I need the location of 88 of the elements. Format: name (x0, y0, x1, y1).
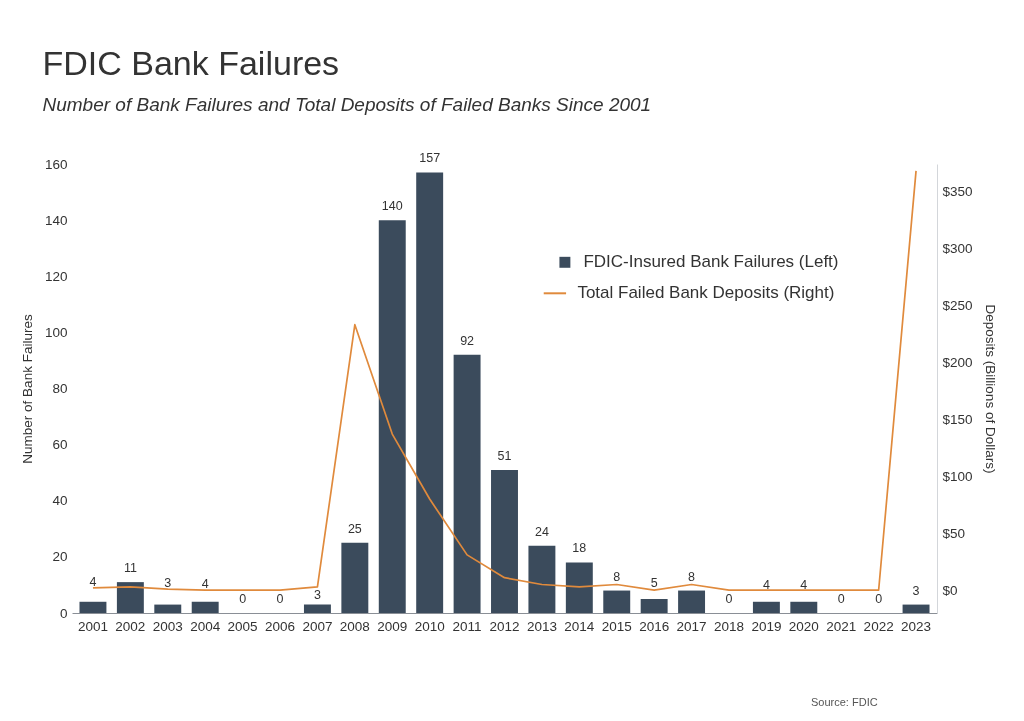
data-label: 0 (239, 592, 247, 606)
data-label: 5 (650, 575, 658, 590)
data-label: 4 (762, 577, 770, 592)
y-tick-label: 120 (44, 268, 68, 284)
x-tick-label: 2012 (489, 618, 520, 634)
y-tick-label: 160 (44, 156, 68, 172)
data-label: 3 (164, 575, 172, 590)
y2-tick-label: $350 (942, 183, 973, 199)
bar (341, 542, 369, 613)
x-tick-label: 2005 (227, 618, 258, 634)
bar (528, 545, 556, 613)
x-tick-label: 2023 (901, 618, 932, 634)
y-axis-title: Number of Bank Failures (19, 314, 35, 464)
data-label: 4 (201, 576, 209, 591)
data-label: 92 (460, 333, 475, 348)
bar (79, 601, 107, 613)
legend-label: Total Failed Bank Deposits (Right) (577, 283, 835, 303)
y-tick-label: 0 (59, 605, 68, 621)
x-tick-label: 2009 (377, 618, 408, 634)
bar (453, 354, 481, 613)
y2-tick-label: $100 (942, 468, 973, 484)
bar (565, 562, 593, 613)
bar (154, 604, 182, 613)
y-tick-label: 40 (52, 493, 68, 509)
x-tick-label: 2002 (115, 618, 146, 634)
bar (640, 598, 668, 613)
x-tick-label: 2020 (788, 618, 819, 634)
legend-label: FDIC-Insured Bank Failures (Left) (583, 252, 839, 272)
data-label: 0 (276, 592, 284, 606)
x-tick-label: 2016 (639, 618, 670, 634)
x-tick-label: 2001 (77, 618, 108, 634)
chart-subtitle: Number of Bank Failures and Total Deposits of Failed Banks Since 2001 (42, 94, 652, 116)
bar (116, 582, 144, 613)
x-tick-label: 2018 (713, 618, 744, 634)
data-label: 157 (419, 151, 441, 166)
x-tick-label: 2022 (863, 618, 894, 634)
bar (491, 469, 518, 613)
y2-tick-label: $0 (942, 582, 958, 598)
bar (678, 590, 706, 613)
source-note: Source: FDIC (811, 696, 878, 708)
x-tick-label: 2006 (265, 618, 296, 634)
y-tick-label: 100 (44, 324, 68, 340)
data-label: 8 (688, 569, 696, 584)
x-tick-label: 2011 (452, 618, 482, 634)
bar (902, 604, 930, 613)
y-tick-label: 140 (44, 212, 68, 228)
x-tick-label: 2008 (339, 618, 370, 634)
y-tick-label: 60 (52, 437, 68, 453)
x-tick-label: 2013 (526, 618, 557, 634)
y2-axis-title: Deposits (Billions of Dollars) (982, 304, 998, 474)
x-tick-label: 2014 (564, 618, 595, 634)
x-tick-label: 2003 (152, 618, 183, 634)
x-tick-label: 2015 (601, 618, 632, 634)
data-label: 0 (875, 592, 883, 606)
data-label: 8 (613, 569, 621, 584)
bar (303, 604, 331, 613)
data-label: 25 (347, 521, 362, 536)
y2-tick-label: $200 (942, 354, 973, 370)
data-label: 51 (497, 448, 512, 463)
data-label: 0 (725, 592, 733, 606)
y2-tick-label: $300 (942, 240, 973, 256)
data-label: 11 (123, 561, 137, 576)
x-tick-label: 2007 (302, 618, 333, 634)
data-label: 4 (89, 574, 97, 589)
data-label: 0 (837, 592, 845, 606)
bar (752, 601, 780, 613)
x-tick-label: 2021 (826, 618, 857, 634)
data-label: 4 (800, 577, 808, 592)
x-tick-label: 2010 (414, 618, 445, 634)
y-tick-label: 20 (52, 549, 68, 565)
x-tick-label: 2017 (676, 618, 707, 634)
data-label: 3 (313, 587, 321, 602)
y2-tick-label: $50 (942, 525, 966, 541)
bar (790, 601, 818, 613)
y-tick-label: 80 (52, 381, 68, 396)
bar (191, 601, 219, 613)
data-label: 140 (381, 199, 403, 214)
x-tick-label: 2004 (190, 618, 221, 634)
y2-tick-label: $150 (942, 411, 973, 427)
y2-tick-label: $250 (942, 297, 973, 313)
bar (416, 172, 444, 613)
data-label: 18 (572, 541, 587, 556)
bar (378, 220, 406, 613)
bar (603, 590, 631, 613)
data-label: 3 (912, 583, 920, 598)
data-label: 24 (534, 524, 549, 539)
chart-title: FDIC Bank Failures (42, 44, 340, 83)
x-tick-label: 2019 (751, 618, 782, 634)
